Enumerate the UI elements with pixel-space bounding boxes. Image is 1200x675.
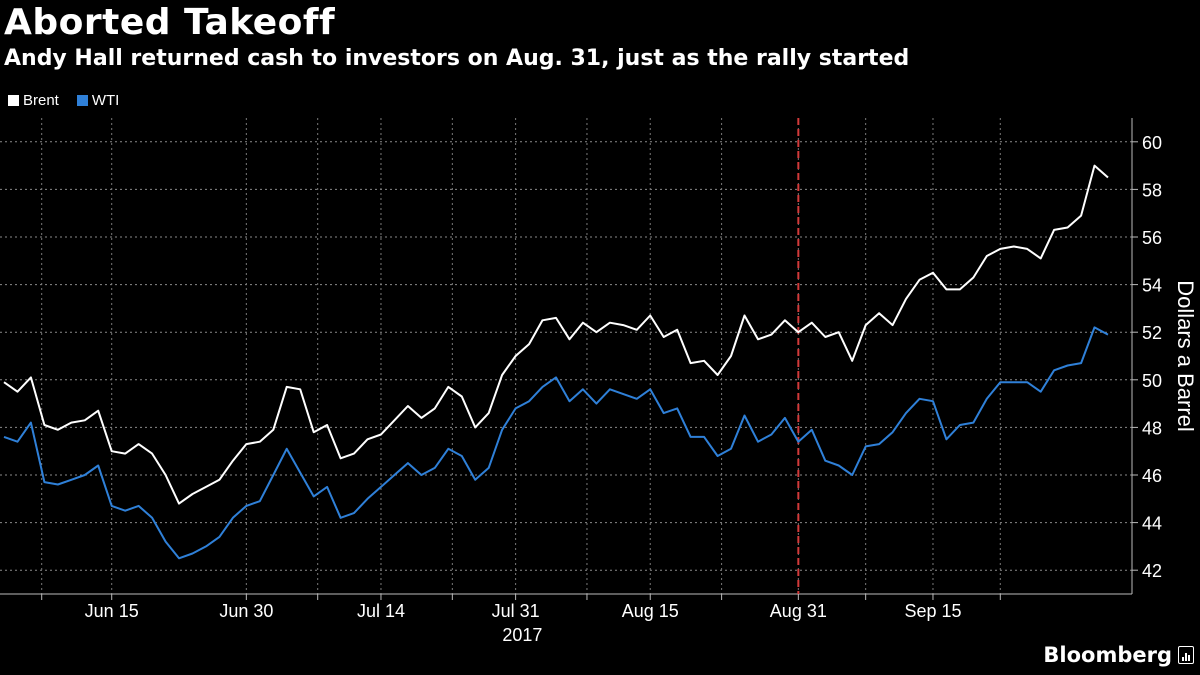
x-tick-label: Jun 15	[85, 601, 139, 621]
chart-subtitle: Andy Hall returned cash to investors on …	[4, 46, 910, 71]
y-tick-label: 44	[1142, 514, 1162, 534]
legend-label-brent: Brent	[23, 92, 59, 109]
x-tick-label: Jul 31	[492, 601, 540, 621]
series-line-wti	[3, 326, 1109, 560]
y-tick-label: 60	[1142, 133, 1162, 153]
x-year-label: 2017	[502, 625, 542, 645]
y-tick-label: 48	[1142, 418, 1162, 438]
brand-name: Bloomberg	[1043, 643, 1172, 667]
legend: Brent WTI	[8, 92, 137, 109]
x-tick-label: Sep 15	[904, 601, 961, 621]
series-line-brent	[3, 164, 1109, 505]
y-tick-label: 54	[1142, 276, 1162, 296]
chart-title: Aborted Takeoff	[4, 2, 336, 43]
y-tick-label: 52	[1142, 323, 1162, 343]
x-tick-label: Jun 30	[219, 601, 273, 621]
x-tick-label: Aug 15	[622, 601, 679, 621]
legend-label-wti: WTI	[91, 92, 120, 109]
y-tick-label: 56	[1142, 228, 1162, 248]
bloomberg-brand: Bloomberg	[1043, 643, 1194, 667]
y-tick-label: 42	[1142, 561, 1162, 581]
legend-swatch-brent	[8, 95, 19, 106]
legend-item-wti: WTI	[76, 92, 120, 109]
y-tick-label: 58	[1142, 180, 1162, 200]
y-axis-title: Dollars a Barrel	[1173, 280, 1198, 432]
y-tick-label: 46	[1142, 466, 1162, 486]
y-tick-label: 50	[1142, 371, 1162, 391]
legend-swatch-wti	[76, 95, 88, 106]
x-tick-label: Jul 14	[357, 601, 405, 621]
legend-item-brent: Brent	[8, 92, 59, 109]
x-tick-label: Aug 31	[770, 601, 827, 621]
bloomberg-logo-icon	[1178, 646, 1194, 664]
